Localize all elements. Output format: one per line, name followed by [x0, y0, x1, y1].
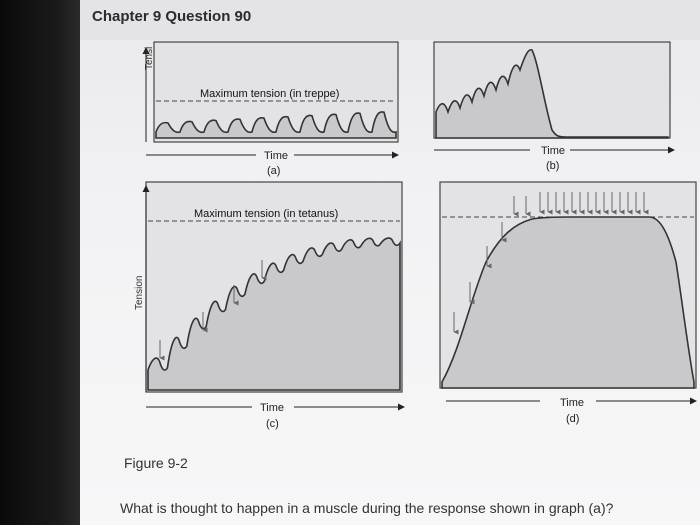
graph-d-xlabel: Time: [560, 397, 584, 409]
graph-d-letter: (d): [566, 413, 579, 425]
graph-b-curve: [435, 49, 669, 139]
graph-b: Time (b): [433, 41, 675, 172]
graph-a-letter: (a): [267, 165, 280, 177]
graph-a-ylabel: Tensi: [144, 47, 155, 70]
graph-b-letter: (b): [546, 160, 559, 172]
graph-c-ylabel: Tension: [134, 276, 145, 310]
header-band: [80, 0, 700, 40]
graph-d-curve: [441, 216, 695, 389]
graph-a-max-label: Maximum tension (in treppe): [200, 88, 339, 100]
graph-c-stimulus-arrows: [159, 260, 267, 361]
graph-d: Time (d): [439, 181, 697, 425]
graph-c-letter: (c): [266, 418, 279, 430]
question-text: What is thought to happen in a muscle du…: [120, 500, 614, 516]
graph-c-xlabel: Time: [260, 402, 284, 414]
graph-c: Tension Maximum tension (in tetanus) Tim…: [134, 181, 405, 430]
graph-a: Tensi Maximum tension (in treppe) Time (…: [142, 41, 399, 177]
page-title: Chapter 9 Question 90: [92, 8, 252, 25]
screen-bezel: [0, 0, 80, 525]
graph-a-xlabel: Time: [264, 150, 288, 162]
graph-c-max-label: Maximum tension (in tetanus): [194, 208, 338, 220]
graph-b-xlabel: Time: [541, 145, 565, 157]
graph-c-curve: [147, 237, 401, 391]
graph-a-curve: [155, 111, 397, 139]
graph-a-label-bg: [196, 87, 358, 100]
graph-c-label-bg: [190, 206, 362, 220]
graph-d-stimulus-arrows: [453, 192, 649, 335]
figure-caption: Figure 9-2: [124, 455, 188, 471]
